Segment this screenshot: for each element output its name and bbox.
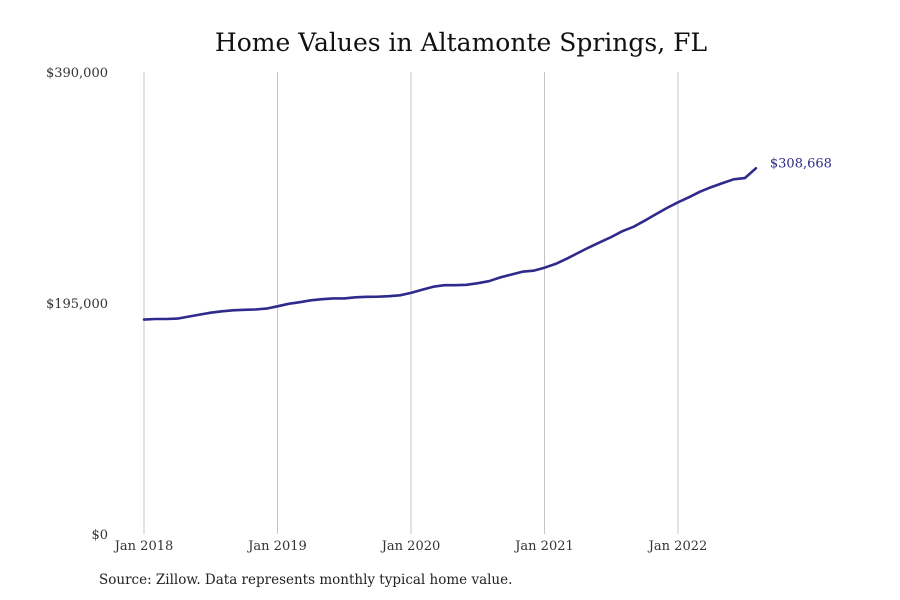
end-value-label: $308,668: [770, 156, 832, 171]
x-tick-label: Jan 2020: [380, 539, 441, 554]
source-note: Source: Zillow. Data represents monthly …: [99, 572, 513, 588]
y-tick-label: $390,000: [46, 66, 108, 81]
gridlines: [143, 72, 679, 534]
chart-title: Home Values in Altamonte Springs, FL: [215, 28, 707, 57]
home-value-line: [142, 167, 758, 321]
x-tick-label: Jan 2021: [513, 539, 574, 554]
y-tick-label: $0: [91, 528, 108, 543]
x-tick-label: Jan 2019: [246, 539, 307, 554]
y-tick-label: $195,000: [46, 297, 108, 312]
y-axis-ticks: $0 $195,000 $390,000: [46, 66, 108, 543]
x-axis-ticks: Jan 2018 Jan 2019 Jan 2020 Jan 2021 Jan 2022: [113, 539, 708, 554]
x-tick-label: Jan 2018: [113, 539, 174, 554]
x-tick-label: Jan 2022: [647, 539, 708, 554]
